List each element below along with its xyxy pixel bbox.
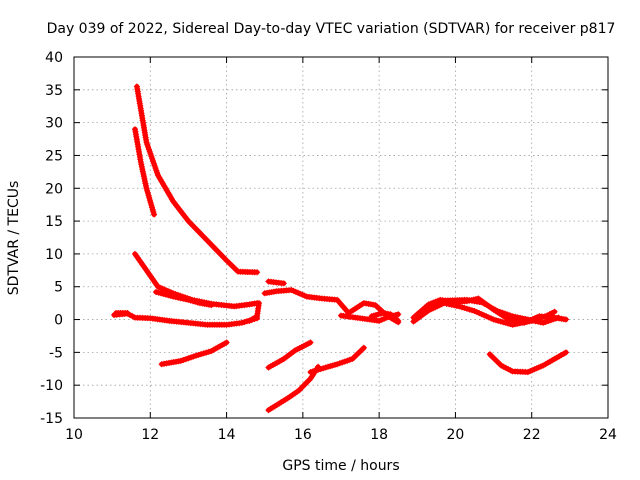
axis-ticks: 10 12 14 16 18 20 22 24 -15 -10 -5 0 5 10 15 20 25 30 35 40 — [40, 50, 617, 443]
y-tick-label: 30 — [45, 116, 63, 132]
y-tick-label: -5 — [49, 345, 63, 361]
series-trace-1 — [134, 84, 260, 275]
y-tick-label: 35 — [45, 83, 63, 99]
series-markers-trace-13 — [265, 278, 287, 287]
series-markers-trace-8 — [158, 339, 230, 368]
x-tick-label: 22 — [523, 427, 541, 443]
series-markers-trace-5 — [111, 310, 261, 328]
x-tick-label: 16 — [294, 427, 312, 443]
y-tick-label: -10 — [40, 378, 63, 394]
y-tick-label: 20 — [45, 181, 63, 197]
x-tick-label: 10 — [65, 427, 83, 443]
data-traces — [111, 83, 569, 414]
x-axis-label: GPS time / hours — [282, 458, 399, 474]
y-axis-label: SDTVAR / TECUs — [6, 181, 22, 296]
series-markers-trace-1 — [133, 83, 261, 276]
y-tick-label: 25 — [45, 148, 63, 164]
y-tick-label: 10 — [45, 247, 63, 263]
series-markers-trace-9 — [265, 339, 314, 371]
y-tick-label: 0 — [54, 313, 63, 329]
series-markers-trace-4 — [153, 289, 215, 309]
y-tick-label: -15 — [40, 411, 63, 427]
y-tick-label: 40 — [45, 50, 63, 66]
x-tick-label: 18 — [370, 427, 388, 443]
series-markers-trace-11 — [307, 344, 367, 376]
x-tick-label: 14 — [218, 427, 236, 443]
x-tick-label: 20 — [447, 427, 465, 443]
series-markers-trace-15 — [368, 310, 402, 324]
series-markers-trace-19 — [486, 349, 569, 376]
grid — [74, 57, 608, 418]
series-markers-trace-6 — [113, 310, 131, 316]
x-tick-label: 12 — [141, 427, 159, 443]
series-trace-12 — [262, 287, 401, 325]
chart-title: Day 039 of 2022, Sidereal Day-to-day VTE… — [47, 21, 616, 37]
x-tick-label: 24 — [599, 427, 617, 443]
y-tick-label: 15 — [45, 214, 63, 230]
plot-frame — [73, 56, 609, 419]
series-markers-trace-18 — [425, 296, 562, 326]
y-tick-label: 5 — [54, 280, 63, 296]
series-markers-trace-7 — [246, 300, 262, 324]
series-markers-trace-2 — [132, 126, 158, 218]
